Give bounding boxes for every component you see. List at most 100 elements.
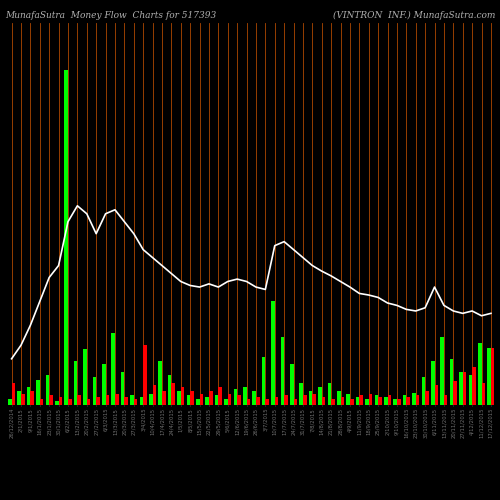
Bar [440, 338, 444, 405]
Bar [290, 364, 294, 405]
Bar [87, 398, 90, 405]
Bar [450, 359, 454, 405]
Bar [49, 396, 52, 405]
Bar [30, 390, 34, 405]
Bar [162, 390, 166, 405]
Bar [55, 401, 58, 405]
Bar [40, 398, 43, 405]
Bar [365, 398, 368, 405]
Bar [8, 398, 12, 405]
Bar [181, 388, 184, 405]
Text: MunafaSutra  Money Flow  Charts for 517393: MunafaSutra Money Flow Charts for 517393 [5, 11, 216, 20]
Bar [472, 366, 476, 405]
Bar [36, 380, 40, 405]
Bar [130, 396, 134, 405]
Bar [478, 343, 482, 405]
Bar [378, 397, 382, 405]
Bar [482, 382, 485, 405]
Bar [190, 390, 194, 405]
Bar [186, 396, 190, 405]
Bar [462, 372, 466, 405]
Bar [96, 397, 100, 405]
Bar [406, 397, 410, 405]
Bar [318, 388, 322, 405]
Bar [403, 396, 406, 405]
Bar [388, 396, 391, 405]
Bar [243, 388, 246, 405]
Bar [262, 357, 266, 405]
Bar [346, 394, 350, 405]
Bar [468, 374, 472, 405]
Bar [356, 397, 360, 405]
Bar [337, 390, 340, 405]
Bar [431, 361, 434, 405]
Bar [143, 345, 146, 405]
Bar [140, 397, 143, 405]
Bar [234, 389, 237, 405]
Bar [434, 385, 438, 405]
Bar [228, 394, 232, 405]
Bar [106, 396, 109, 405]
Bar [124, 397, 128, 405]
Bar [312, 394, 316, 405]
Bar [209, 390, 212, 405]
Bar [256, 397, 260, 405]
Bar [394, 398, 397, 405]
Bar [360, 396, 363, 405]
Bar [149, 394, 152, 405]
Bar [397, 398, 400, 405]
Bar [102, 364, 106, 405]
Bar [303, 396, 306, 405]
Bar [196, 398, 200, 405]
Bar [454, 381, 457, 405]
Bar [64, 70, 68, 405]
Bar [274, 397, 278, 405]
Bar [459, 372, 462, 405]
Bar [350, 398, 354, 405]
Bar [152, 385, 156, 405]
Bar [215, 396, 218, 405]
Bar [412, 393, 416, 405]
Bar [27, 388, 30, 405]
Bar [368, 394, 372, 405]
Bar [374, 396, 378, 405]
Bar [309, 390, 312, 405]
Bar [200, 394, 203, 405]
Bar [158, 361, 162, 405]
Bar [284, 396, 288, 405]
Bar [266, 398, 269, 405]
Bar [177, 390, 181, 405]
Bar [252, 390, 256, 405]
Bar [78, 396, 81, 405]
Bar [218, 388, 222, 405]
Bar [422, 377, 425, 405]
Bar [58, 397, 62, 405]
Bar [322, 397, 326, 405]
Bar [340, 397, 344, 405]
Bar [168, 374, 172, 405]
Bar [68, 398, 71, 405]
Bar [444, 396, 448, 405]
Bar [46, 374, 49, 405]
Bar [294, 398, 297, 405]
Bar [83, 349, 87, 405]
Bar [300, 382, 303, 405]
Bar [206, 397, 209, 405]
Bar [224, 398, 228, 405]
Bar [416, 396, 420, 405]
Bar [74, 361, 78, 405]
Bar [134, 398, 138, 405]
Bar [237, 396, 240, 405]
Bar [12, 382, 15, 405]
Bar [331, 398, 334, 405]
Bar [384, 397, 388, 405]
Bar [92, 377, 96, 405]
Bar [280, 338, 284, 405]
Bar [271, 302, 274, 405]
Bar [115, 394, 118, 405]
Text: (VINTRON  INF.) MunafaSutra.com: (VINTRON INF.) MunafaSutra.com [332, 11, 495, 20]
Bar [121, 372, 124, 405]
Bar [172, 382, 175, 405]
Bar [328, 382, 331, 405]
Bar [246, 398, 250, 405]
